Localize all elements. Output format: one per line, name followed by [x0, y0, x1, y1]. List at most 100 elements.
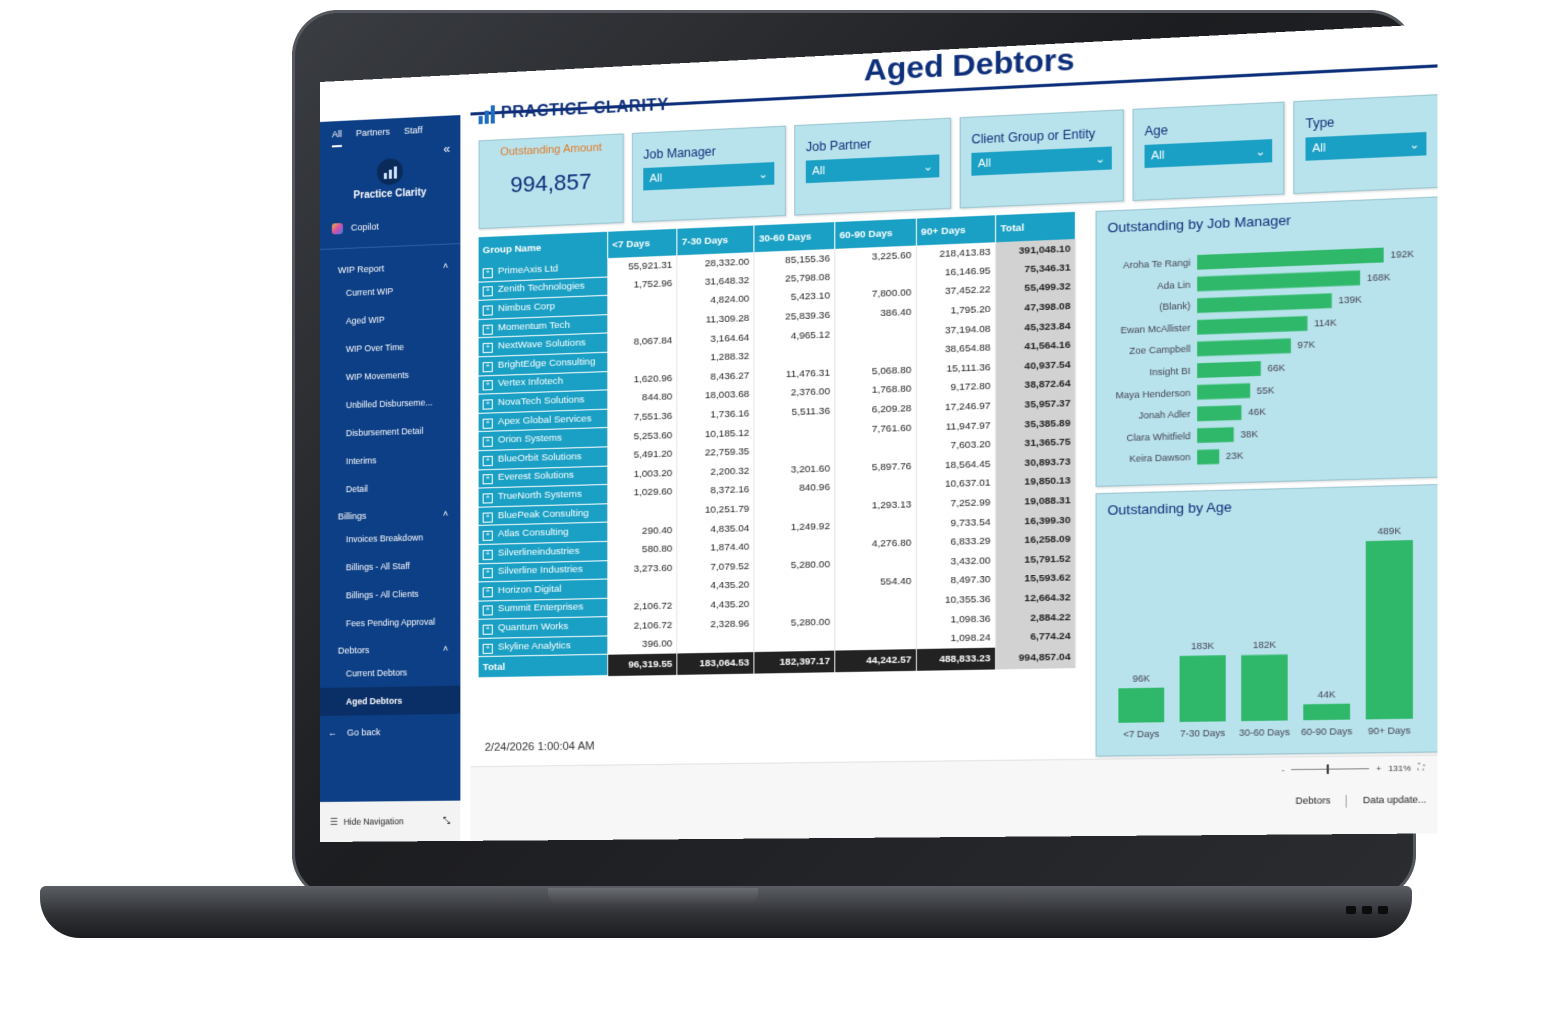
expand-plus-icon[interactable]: +: [482, 418, 493, 429]
bar-chart-icon: [478, 105, 495, 125]
value-cell: 1,874.40: [677, 537, 755, 559]
fit-to-page-icon[interactable]: ⛶: [1417, 762, 1425, 772]
column[interactable]: [1365, 540, 1413, 720]
zoom-control[interactable]: - + 131% ⛶: [1282, 762, 1424, 774]
expand-plus-icon[interactable]: +: [482, 568, 493, 579]
nav-item-invoices-breakdown[interactable]: Invoices Breakdown: [345, 532, 423, 545]
expand-plus-icon[interactable]: +: [482, 643, 493, 654]
value-cell: 6,209.28: [834, 398, 917, 421]
bar[interactable]: [1197, 293, 1332, 314]
age-dropdown[interactable]: All ⌄: [1144, 139, 1273, 169]
nav-item-fees-pending-approval[interactable]: Fees Pending Approval: [345, 616, 436, 629]
expand-plus-icon[interactable]: +: [482, 399, 493, 410]
bar[interactable]: [1197, 270, 1361, 292]
expand-plus-icon[interactable]: +: [482, 361, 493, 373]
value-cell: [834, 591, 917, 613]
expand-plus-icon[interactable]: +: [482, 436, 493, 448]
nav-item-aged-debtors[interactable]: Aged Debtors: [320, 685, 461, 716]
copilot-icon: [331, 222, 343, 234]
total-label[interactable]: Total: [478, 654, 608, 679]
expand-plus-icon[interactable]: +: [482, 624, 493, 635]
column[interactable]: [1241, 654, 1288, 722]
type-dropdown[interactable]: All ⌄: [1305, 131, 1427, 161]
value-cell: [754, 573, 835, 595]
brand-name: PRACTICE CLARITY: [500, 96, 669, 123]
collapse-arrows-icon[interactable]: ⤡: [443, 815, 451, 826]
expand-plus-icon[interactable]: +: [482, 549, 493, 560]
slicer-label: Job Manager: [643, 144, 716, 162]
group-name-cell[interactable]: + Quantum Works: [478, 616, 608, 639]
value-cell: [834, 610, 917, 632]
zoom-slider[interactable]: [1291, 763, 1370, 774]
bar[interactable]: [1197, 449, 1220, 465]
bar[interactable]: [1197, 427, 1234, 443]
header-lt7[interactable]: <7 Days: [607, 228, 678, 259]
expand-plus-icon[interactable]: +: [482, 455, 493, 466]
nav-item-detail[interactable]: Detail: [345, 483, 368, 495]
expand-plus-icon[interactable]: +: [482, 380, 493, 391]
value-cell: 11,947.97: [916, 415, 996, 438]
nav-tab-partners[interactable]: Partners: [355, 126, 390, 139]
value-cell: [754, 420, 835, 443]
header-30-60[interactable]: 30-60 Days: [754, 222, 835, 253]
nav-item-interims[interactable]: Interims: [345, 455, 377, 467]
expand-plus-icon[interactable]: +: [482, 605, 493, 617]
collapse-nav-icon[interactable]: «: [443, 141, 451, 157]
cell-text: Zenith Technologies: [497, 280, 585, 296]
go-back-button[interactable]: ← Go back: [320, 714, 460, 738]
client-group-dropdown[interactable]: All ⌄: [971, 146, 1112, 176]
bar[interactable]: [1197, 361, 1261, 379]
expand-plus-icon[interactable]: +: [482, 493, 493, 504]
status-right: Debtors Data update...: [1295, 794, 1426, 808]
value-cell: 1,768.80: [834, 379, 917, 402]
expand-plus-icon[interactable]: +: [482, 305, 493, 316]
expand-plus-icon[interactable]: +: [482, 324, 493, 335]
data-update[interactable]: Data update...: [1362, 794, 1427, 806]
category-label: 7-30 Days: [1180, 728, 1226, 739]
bar[interactable]: [1197, 247, 1384, 270]
cell-text: Vertex Infotech: [497, 376, 564, 390]
column[interactable]: [1303, 703, 1351, 721]
header-90plus[interactable]: 90+ Days: [916, 215, 996, 246]
expand-plus-icon[interactable]: +: [482, 342, 493, 354]
bar[interactable]: [1197, 315, 1308, 335]
slicer-age: Age All ⌄: [1132, 101, 1285, 202]
expand-plus-icon[interactable]: +: [482, 530, 493, 542]
nav-tab-all[interactable]: All: [331, 128, 342, 148]
header-total[interactable]: Total: [995, 211, 1076, 243]
nav-item-current-debtors[interactable]: Current Debtors: [345, 667, 408, 679]
expand-plus-icon[interactable]: +: [482, 587, 493, 598]
header-60-90[interactable]: 60-90 Days: [834, 218, 917, 249]
copilot-button[interactable]: Copilot: [320, 211, 460, 241]
nav-item-billings-all-clients[interactable]: Billings - All Clients: [345, 588, 419, 601]
cell-text: TrueNorth Systems: [497, 488, 582, 503]
bar[interactable]: [1197, 383, 1251, 400]
job-manager-dropdown[interactable]: All ⌄: [643, 162, 775, 191]
expand-plus-icon[interactable]: +: [482, 474, 493, 485]
expand-plus-icon[interactable]: +: [482, 286, 493, 298]
value-cell: 1,293.13: [834, 495, 917, 517]
nav-item-unbilled-disbursements[interactable]: Unbilled Disburseme...: [345, 397, 433, 411]
data-label: 97K: [1298, 340, 1316, 351]
group-name-cell[interactable]: + Skyline Analytics: [478, 635, 608, 658]
column[interactable]: [1179, 655, 1226, 723]
nav-tab-staff[interactable]: Staff: [403, 124, 423, 136]
nav-item-disbursement-detail[interactable]: Disbursement Detail: [345, 425, 424, 439]
value-cell: 396.00: [607, 634, 678, 655]
job-partner-dropdown[interactable]: All ⌄: [805, 154, 940, 184]
nav-item-billings-all-staff[interactable]: Billings - All Staff: [345, 560, 410, 573]
bar[interactable]: [1197, 338, 1291, 357]
header-7-30[interactable]: 7-30 Days: [677, 225, 755, 256]
hide-navigation-button[interactable]: ☰ Hide Navigation ⤡: [320, 800, 461, 842]
zoom-out-icon[interactable]: -: [1281, 764, 1285, 774]
zoom-in-icon[interactable]: +: [1376, 763, 1382, 773]
cell-text: Orion Systems: [497, 432, 562, 446]
column[interactable]: [1118, 687, 1165, 723]
data-label: 66K: [1267, 362, 1285, 373]
nav-section-debtors[interactable]: Debtors ˄: [320, 635, 460, 660]
page-name[interactable]: Debtors: [1295, 795, 1331, 806]
category-label: <7 Days: [1123, 729, 1160, 740]
expand-plus-icon[interactable]: +: [482, 267, 493, 279]
bar[interactable]: [1197, 405, 1242, 422]
expand-plus-icon[interactable]: +: [482, 511, 493, 523]
